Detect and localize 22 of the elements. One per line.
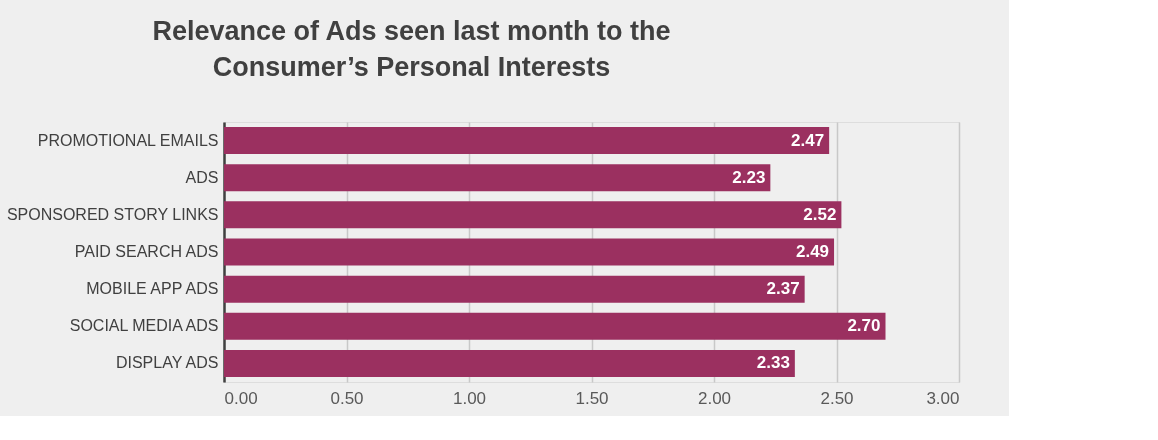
data-label: 2.33: [756, 353, 790, 373]
y-tick-label: PAID SEARCH ADS: [74, 243, 219, 260]
x-tick-label: 2.50: [820, 388, 854, 408]
y-tick-label: ADS: [185, 168, 219, 186]
y-tick-label: PROMOTIONAL EMAILS: [37, 131, 219, 149]
x-tick-label: 1.00: [452, 388, 487, 408]
data-label: 2.52: [803, 204, 837, 224]
data-label: 2.70: [847, 316, 881, 336]
y-tick-label: SPONSORED STORY LINKS: [6, 205, 219, 223]
chart-title: Relevance of Ads seen last month to the Consumer’s Personal Interests: [152, 16, 671, 82]
y-tick-label: DISPLAY ADS: [115, 354, 219, 372]
data-label: 2.47: [791, 130, 825, 150]
x-tick-label: 0.50: [330, 388, 364, 408]
x-tick-label: 2.00: [697, 388, 732, 408]
y-tick-label: SOCIAL MEDIA ADS: [69, 317, 219, 335]
data-label: 2.49: [795, 242, 830, 261]
data-label: 2.37: [766, 279, 800, 299]
y-tick-label: MOBILE APP ADS: [86, 280, 219, 298]
data-label: 2.23: [732, 167, 766, 187]
x-tick-label: 3.00: [926, 388, 960, 408]
x-tick-label: 0.00: [224, 388, 258, 408]
x-tick-label: 1.50: [575, 388, 609, 408]
